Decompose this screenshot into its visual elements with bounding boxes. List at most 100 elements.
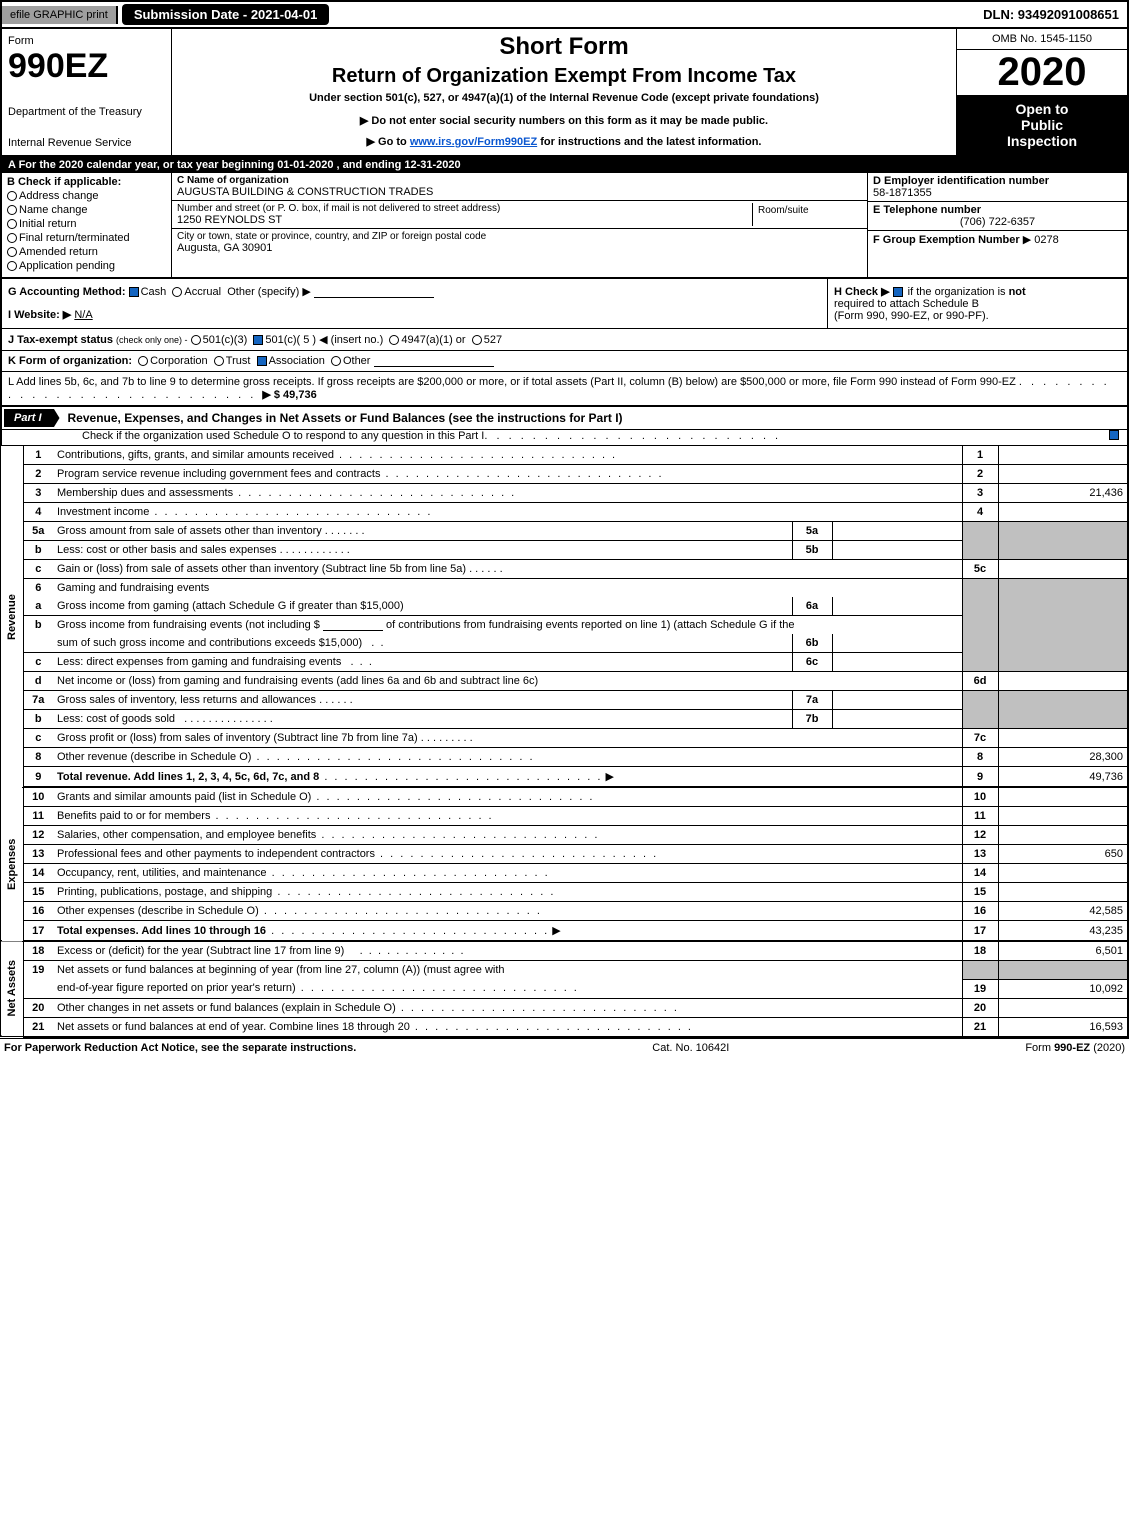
i-label: I Website: ▶: [8, 309, 71, 321]
row-13: 13 Professional fees and other payments …: [1, 845, 1128, 864]
val-14: [998, 864, 1128, 883]
desc-6b-3: sum of such gross income and contributio…: [57, 637, 362, 649]
side-expenses: Expenses: [1, 787, 23, 941]
shade-19a: [962, 961, 998, 980]
street-label: Number and street (or P. O. box, if mail…: [177, 203, 752, 214]
topbar: efile GRAPHIC print Submission Date - 20…: [0, 0, 1129, 27]
chk-h[interactable]: [893, 287, 903, 297]
ln-5b: b: [23, 541, 53, 560]
ln-8: 8: [23, 748, 53, 767]
ln-3: 3: [23, 484, 53, 503]
desc-7c: Gross profit or (loss) from sales of inv…: [57, 732, 418, 744]
shade-5ab: [962, 522, 998, 560]
desc-5b: Less: cost or other basis and sales expe…: [57, 544, 277, 556]
f-label: F Group Exemption Number: [873, 234, 1020, 246]
ln-4: 4: [23, 503, 53, 522]
val-18: 6,501: [998, 941, 1128, 961]
chk-501c[interactable]: [253, 335, 263, 345]
rn-3: 3: [962, 484, 998, 503]
accrual-label: Accrual: [184, 286, 221, 298]
shade-6: [962, 579, 998, 672]
submission-date-badge: Submission Date - 2021-04-01: [122, 4, 330, 25]
val-4: [998, 503, 1128, 522]
desc-19a: Net assets or fund balances at beginning…: [57, 964, 505, 976]
omb-number: OMB No. 1545-1150: [957, 29, 1127, 50]
part1-title: Revenue, Expenses, and Changes in Net As…: [62, 411, 1127, 425]
h-check-block: H Check ▶ if the organization is not req…: [827, 279, 1127, 328]
city-label: City or town, state or province, country…: [177, 231, 862, 242]
col-b-checkboxes: B Check if applicable: Address change Na…: [2, 173, 172, 277]
inum-7b: 7b: [792, 710, 832, 729]
val-10: [998, 787, 1128, 807]
other-org-input[interactable]: [374, 355, 494, 367]
val-2: [998, 465, 1128, 484]
opt-501c3: 501(c)(3): [203, 334, 248, 346]
chk-4947[interactable]: [389, 335, 399, 345]
goto-suffix: for instructions and the latest informat…: [540, 136, 761, 148]
chk-initial-return-label: Initial return: [19, 218, 76, 230]
inum-7a: 7a: [792, 691, 832, 710]
val-5c: [998, 560, 1128, 579]
chk-cash[interactable]: [129, 287, 139, 297]
val-19: 10,092: [998, 979, 1128, 998]
l-text: L Add lines 5b, 6c, and 7b to line 9 to …: [8, 376, 1016, 388]
chk-amended-return-label: Amended return: [19, 246, 98, 258]
row-4: 4 Investment income 4: [1, 503, 1128, 522]
f-value: ▶ 0278: [1023, 234, 1059, 246]
chk-527[interactable]: [472, 335, 482, 345]
desc-1: Contributions, gifts, grants, and simila…: [57, 449, 334, 461]
desc-7a: Gross sales of inventory, less returns a…: [57, 694, 316, 706]
footer-right: Form 990-EZ (2020): [1025, 1042, 1125, 1054]
desc-5c: Gain or (loss) from sale of assets other…: [57, 563, 466, 575]
desc-6c: Less: direct expenses from gaming and fu…: [57, 656, 341, 668]
rn-16: 16: [962, 902, 998, 921]
efile-print-label: efile GRAPHIC print: [10, 9, 108, 21]
room-label: Room/suite: [758, 205, 857, 216]
ival-6a: [832, 597, 962, 616]
row-1: Revenue 1 Contributions, gifts, grants, …: [1, 446, 1128, 465]
row-6b-2: sum of such gross income and contributio…: [1, 634, 1128, 653]
part1-table: Revenue 1 Contributions, gifts, grants, …: [0, 446, 1129, 1038]
h-prefix: H Check ▶: [834, 286, 890, 298]
goto-link[interactable]: www.irs.gov/Form990EZ: [410, 136, 537, 148]
desc-14: Occupancy, rent, utilities, and maintena…: [57, 867, 267, 879]
chk-final-return[interactable]: Final return/terminated: [7, 232, 166, 244]
chk-address-change[interactable]: Address change: [7, 190, 166, 202]
chk-corp[interactable]: [138, 356, 148, 366]
h-l3: (Form 990, 990-EZ, or 990-PF).: [834, 310, 989, 322]
chk-trust[interactable]: [214, 356, 224, 366]
opt-other-org: Other: [343, 355, 371, 367]
chk-assoc[interactable]: [257, 356, 267, 366]
ival-6b: [832, 634, 962, 653]
row-12: 12 Salaries, other compensation, and emp…: [1, 826, 1128, 845]
other-specify-input[interactable]: [314, 286, 434, 298]
part1-subtitle: Check if the organization used Schedule …: [82, 430, 484, 442]
chk-accrual[interactable]: [172, 287, 182, 297]
ln-7b: b: [23, 710, 53, 729]
chk-name-change[interactable]: Name change: [7, 204, 166, 216]
chk-amended-return[interactable]: Amended return: [7, 246, 166, 258]
val-11: [998, 807, 1128, 826]
chk-501c3[interactable]: [191, 335, 201, 345]
ln-12: 12: [23, 826, 53, 845]
header-right: OMB No. 1545-1150 2020 Open to Public In…: [957, 29, 1127, 155]
ln-1: 1: [23, 446, 53, 465]
desc-8: Other revenue (describe in Schedule O): [57, 751, 251, 763]
chk-application-pending[interactable]: Application pending: [7, 260, 166, 272]
chk-initial-return[interactable]: Initial return: [7, 218, 166, 230]
row-9: 9 Total revenue. Add lines 1, 2, 3, 4, 5…: [1, 767, 1128, 788]
rn-19: 19: [962, 979, 998, 998]
efile-print-button[interactable]: efile GRAPHIC print: [2, 6, 118, 24]
ival-7b: [832, 710, 962, 729]
ln-5c: c: [23, 560, 53, 579]
chk-schedule-o[interactable]: [1109, 430, 1119, 440]
val-13: 650: [998, 845, 1128, 864]
chk-other-org[interactable]: [331, 356, 341, 366]
j-label: J Tax-exempt status: [8, 334, 113, 346]
under-section-text: Under section 501(c), 527, or 4947(a)(1)…: [176, 92, 952, 104]
b-check-label: B Check if applicable:: [7, 176, 166, 188]
row-17: 17 Total expenses. Add lines 10 through …: [1, 921, 1128, 942]
ln-6c: c: [23, 653, 53, 672]
desc-6b-2: of contributions from fundraising events…: [386, 619, 794, 631]
6b-amount-input[interactable]: [323, 619, 383, 631]
